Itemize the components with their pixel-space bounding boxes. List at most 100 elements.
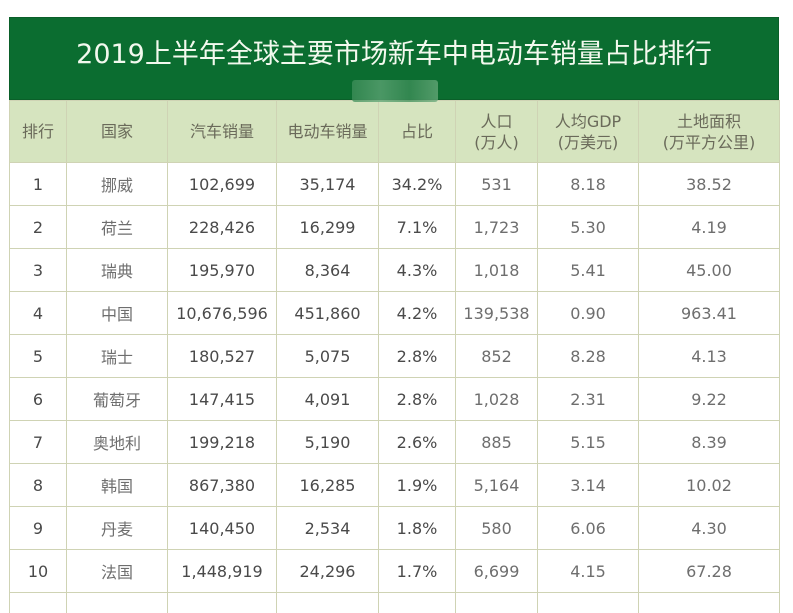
- ev-sales-cell: 8,364: [277, 249, 379, 292]
- table-title: 2019上半年全球主要市场新车中电动车销量占比排行: [10, 32, 778, 71]
- rank-cell: 2: [10, 206, 67, 249]
- col-header-car-sales: 汽车销量: [168, 101, 277, 163]
- ev-sales-cell: 451,860: [277, 292, 379, 335]
- land-area-cell: 4.13: [639, 335, 780, 378]
- col-header-rank: 排行: [10, 101, 67, 163]
- gdp-cell: 0.90: [538, 292, 639, 335]
- country-cell: 丹麦: [67, 507, 168, 550]
- gdp-cell: 3.14: [538, 464, 639, 507]
- gdp-cell: 8.28: [538, 335, 639, 378]
- share-cell: 2.8%: [379, 335, 456, 378]
- ev-sales-cell: 24,296: [277, 550, 379, 593]
- col-header-share: 占比: [379, 101, 456, 163]
- col-header-gdp: 人均GDP(万美元): [538, 101, 639, 163]
- country-cell: 瑞士: [67, 335, 168, 378]
- share-cell: 4.3%: [379, 249, 456, 292]
- land-area-cell: 9.22: [639, 378, 780, 421]
- land-area-cell: 8.39: [639, 421, 780, 464]
- col-header-land-area: 土地面积(万平方公里): [639, 101, 780, 163]
- population-cell: 885: [456, 421, 538, 464]
- rank-cell: 8: [10, 464, 67, 507]
- ev-sales-cell: 16,299: [277, 206, 379, 249]
- share-cell: 2.6%: [379, 421, 456, 464]
- ranking-table-sheet: 2019上半年全球主要市场新车中电动车销量占比排行 排行 国家 汽车销量 电动车…: [9, 17, 779, 613]
- ev-sales-cell: 5,190: [277, 421, 379, 464]
- population-cell: 1,018: [456, 249, 538, 292]
- car-sales-cell: 102,699: [168, 163, 277, 206]
- share-cell: 7.1%: [379, 206, 456, 249]
- col-header-ev-sales: 电动车销量: [277, 101, 379, 163]
- country-cell: 中国: [67, 292, 168, 335]
- share-cell: 1.8%: [379, 507, 456, 550]
- rank-cell: 3: [10, 249, 67, 292]
- ev-sales-cell: 5,075: [277, 335, 379, 378]
- car-sales-cell: 10,676,596: [168, 292, 277, 335]
- gdp-cell: 5.30: [538, 206, 639, 249]
- ev-sales-cell: 4,091: [277, 378, 379, 421]
- car-sales-cell: 147,415: [168, 378, 277, 421]
- gdp-cell: 5.15: [538, 421, 639, 464]
- rank-cell: 5: [10, 335, 67, 378]
- country-cell: 韩国: [67, 464, 168, 507]
- gdp-cell: 6.06: [538, 507, 639, 550]
- rank-cell: 1: [10, 163, 67, 206]
- land-area-cell: 45.00: [639, 249, 780, 292]
- ev-sales-cell: 2,534: [277, 507, 379, 550]
- country-cell: 法国: [67, 550, 168, 593]
- population-cell: 531: [456, 163, 538, 206]
- car-sales-cell: 140,450: [168, 507, 277, 550]
- car-sales-cell: 867,380: [168, 464, 277, 507]
- land-area-cell: 38.52: [639, 163, 780, 206]
- ev-sales-cell: 16,285: [277, 464, 379, 507]
- population-cell: 5,164: [456, 464, 538, 507]
- gdp-cell: 4.15: [538, 550, 639, 593]
- car-sales-cell: 199,218: [168, 421, 277, 464]
- land-area-cell: 4.19: [639, 206, 780, 249]
- share-cell: 1.7%: [379, 550, 456, 593]
- rank-cell: 4: [10, 292, 67, 335]
- rank-cell: 6: [10, 378, 67, 421]
- header-row: 排行 国家 汽车销量 电动车销量 占比 人口(万人) 人均GDP(万美元) 土地…: [10, 101, 780, 163]
- car-sales-cell: 180,527: [168, 335, 277, 378]
- population-cell: 6,699: [456, 550, 538, 593]
- title-bar: 2019上半年全球主要市场新车中电动车销量占比排行: [9, 17, 779, 100]
- population-cell: 580: [456, 507, 538, 550]
- ev-share-table: 排行 国家 汽车销量 电动车销量 占比 人口(万人) 人均GDP(万美元) 土地…: [9, 100, 780, 613]
- share-cell: 4.2%: [379, 292, 456, 335]
- share-cell: 2.8%: [379, 378, 456, 421]
- land-area-cell: 10.02: [639, 464, 780, 507]
- col-header-country: 国家: [67, 101, 168, 163]
- blurred-watermark: [352, 80, 438, 102]
- gdp-cell: 8.18: [538, 163, 639, 206]
- population-cell: 1,723: [456, 206, 538, 249]
- gdp-cell: 2.31: [538, 378, 639, 421]
- country-cell: 挪威: [67, 163, 168, 206]
- population-cell: 1,028: [456, 378, 538, 421]
- rank-cell: 10: [10, 550, 67, 593]
- col-header-population: 人口(万人): [456, 101, 538, 163]
- country-cell: 瑞典: [67, 249, 168, 292]
- land-area-cell: 4.30: [639, 507, 780, 550]
- population-cell: 139,538: [456, 292, 538, 335]
- rank-cell: 7: [10, 421, 67, 464]
- country-cell: 奥地利: [67, 421, 168, 464]
- population-cell: 852: [456, 335, 538, 378]
- car-sales-cell: 195,970: [168, 249, 277, 292]
- country-cell: 葡萄牙: [67, 378, 168, 421]
- land-area-cell: 67.28: [639, 550, 780, 593]
- ev-sales-cell: 35,174: [277, 163, 379, 206]
- rank-cell: 9: [10, 507, 67, 550]
- country-cell: 荷兰: [67, 206, 168, 249]
- gdp-cell: 5.41: [538, 249, 639, 292]
- car-sales-cell: 1,448,919: [168, 550, 277, 593]
- share-cell: 34.2%: [379, 163, 456, 206]
- car-sales-cell: 228,426: [168, 206, 277, 249]
